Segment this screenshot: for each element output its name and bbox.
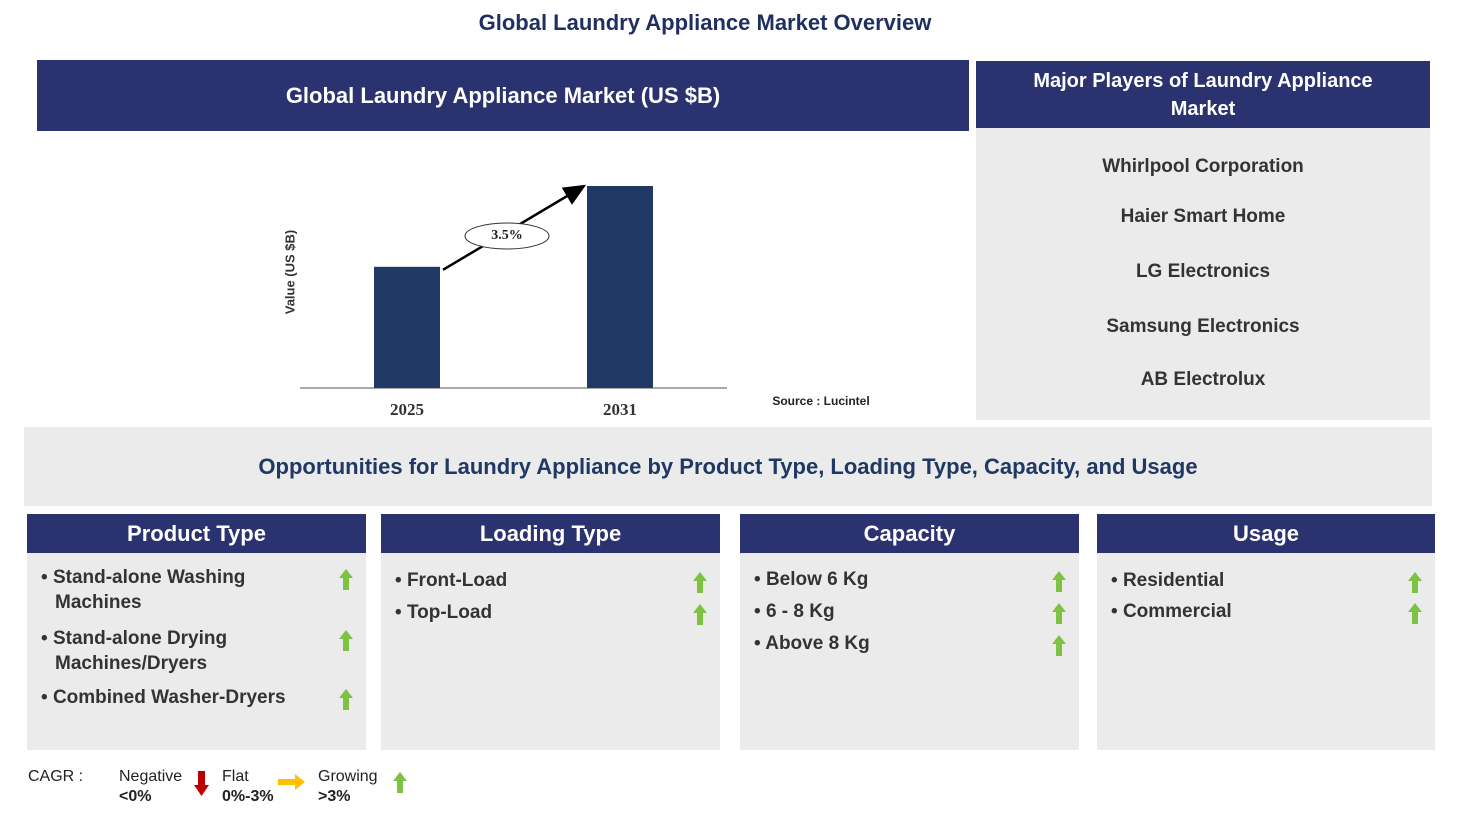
y-axis-label: Value (US $B)	[282, 230, 297, 315]
x-tick-label: 2031	[603, 400, 637, 419]
segment-item: • 6 - 8 Kg	[754, 601, 835, 622]
trend-arrow	[339, 569, 353, 590]
source: Source : Lucintel	[772, 394, 869, 408]
segment-panel	[1097, 514, 1435, 750]
legend-name: Flat	[222, 768, 249, 785]
segment-header: Product Type	[27, 514, 366, 553]
trend-arrow	[339, 630, 353, 651]
cagr-bubble	[464, 222, 550, 250]
legend-label: CAGR :	[28, 768, 84, 785]
trend-arrow	[1408, 572, 1422, 593]
segment-item-text: Stand-alone Drying Machines/Dryers	[52, 628, 228, 674]
segment-item: • Below 6 Kg	[754, 569, 869, 590]
segment-header: Loading Type	[381, 514, 720, 553]
trend-arrow	[339, 689, 353, 710]
legend-range: >3%	[318, 788, 351, 805]
player-name: Samsung Electronics	[1106, 316, 1300, 337]
legend-name: Negative	[119, 768, 183, 785]
player-name: LG Electronics	[1135, 261, 1271, 282]
trend-arrow	[1052, 635, 1066, 656]
legend-name: Growing	[318, 768, 378, 785]
segment-item-text: 6 - 8 Kg	[765, 601, 835, 622]
segment-item-text: Residential	[1122, 570, 1225, 591]
segment-panel	[381, 514, 720, 750]
player-name: Whirlpool Corporation	[1102, 156, 1304, 177]
player-name: AB Electrolux	[1140, 369, 1266, 390]
segment-item: • Stand-alone Drying Machines/Dryers	[41, 628, 228, 674]
segment-item: • Stand-alone Washing Machines	[41, 567, 246, 613]
bar	[587, 186, 653, 388]
segment-item: • Above 8 Kg	[754, 633, 870, 654]
segment-item: • Commercial	[1111, 601, 1232, 622]
segment-item: • Residential	[1111, 570, 1225, 591]
opportunities-title: Opportunities for Laundry Appliance by P…	[24, 427, 1432, 506]
segment-item-text: Top-Load	[406, 602, 493, 623]
trend-arrow	[393, 772, 407, 793]
page-title: Global Laundry Appliance Market Overview	[478, 10, 932, 35]
players-header: Major Players of Laundry Appliance Marke…	[976, 61, 1430, 128]
trend-arrow	[693, 572, 707, 593]
segment-item-text: Front-Load	[406, 570, 508, 591]
legend-range: <0%	[119, 788, 152, 805]
trend-arrow	[1052, 603, 1066, 624]
legend-arrow-down	[194, 771, 209, 796]
x-tick-label: 2025	[390, 400, 424, 419]
player-name: Haier Smart Home	[1120, 206, 1286, 227]
legend-range: 0%-3%	[222, 788, 274, 805]
segment-item: • Top-Load	[395, 602, 493, 623]
segment-header: Usage	[1097, 514, 1435, 553]
chart-header: Global Laundry Appliance Market (US $B)	[37, 60, 969, 131]
segment-item-text: Commercial	[1122, 601, 1232, 622]
legend-arrow-right	[278, 774, 305, 790]
segment-item: • Combined Washer-Dryers	[41, 687, 286, 708]
bar	[374, 266, 440, 388]
cagr-label: 3.5%	[491, 228, 523, 243]
segment-item-text: Below 6 Kg	[765, 569, 869, 590]
segment-item-text: Stand-alone Washing Machines	[52, 567, 246, 613]
trend-arrow	[693, 604, 707, 625]
segment-item: • Front-Load	[395, 570, 508, 591]
segment-panel	[27, 514, 366, 750]
segment-item-text: Combined Washer-Dryers	[52, 687, 286, 708]
segment-item-text: Above 8 Kg	[765, 633, 870, 654]
segment-header: Capacity	[740, 514, 1079, 553]
trend-arrow	[1052, 571, 1066, 592]
segment-panel	[740, 514, 1079, 750]
trend-arrow	[1408, 603, 1422, 624]
